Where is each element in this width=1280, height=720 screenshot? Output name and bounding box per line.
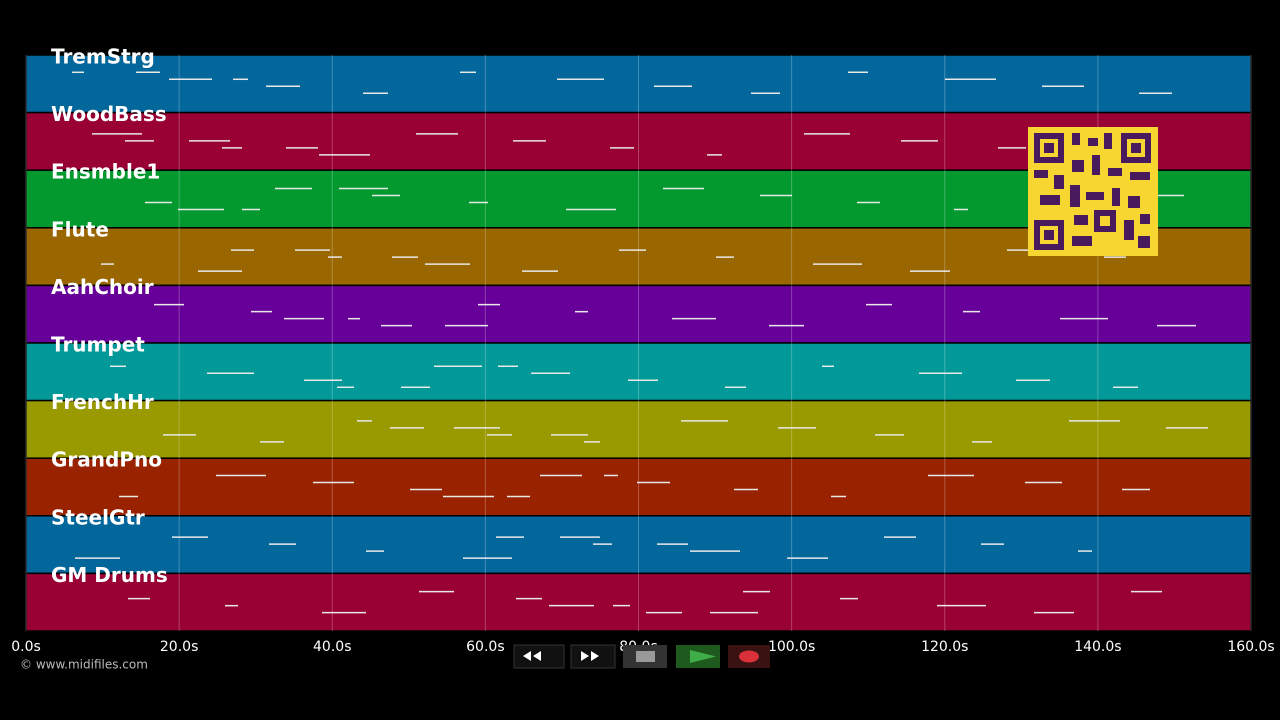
grid <box>25 55 1252 631</box>
tick-label: 140.0s <box>1074 639 1121 655</box>
copyright: © www.midifiles.com <box>20 658 148 672</box>
track-name: GM Drums <box>51 563 168 587</box>
track-name: Trumpet <box>51 333 145 357</box>
track-name: SteelGtr <box>51 505 145 529</box>
track-lane <box>25 572 1252 632</box>
stop-icon <box>636 651 655 662</box>
notes <box>72 71 1208 614</box>
tick-label: 60.0s <box>466 639 504 655</box>
transport-controls <box>513 644 770 669</box>
time-axis: 0.0s20.0s40.0s60.0s80.0s100.0s120.0s140.… <box>11 639 1274 655</box>
track-name: TremStrg <box>51 45 155 69</box>
track-name: WoodBass <box>51 102 167 126</box>
record-icon <box>739 650 759 663</box>
track-name: GrandPno <box>51 448 162 472</box>
rewind-icon <box>523 651 541 661</box>
tick-label: 40.0s <box>313 639 351 655</box>
play-icon <box>690 650 716 663</box>
track-labels: TremStrg WoodBass Ensmble1 Flute AahChoir Tru… <box>51 45 168 587</box>
tick-label: 160.0s <box>1227 639 1274 655</box>
track-name: FrenchHr <box>51 390 154 414</box>
forward-icon <box>581 651 599 661</box>
track-name: Flute <box>51 217 109 241</box>
tick-label: 0.0s <box>11 639 41 655</box>
track-lane <box>25 54 1252 114</box>
track-lane <box>25 457 1252 517</box>
qr-code <box>1028 127 1158 256</box>
tick-label: 20.0s <box>160 639 198 655</box>
tick-label: 120.0s <box>921 639 968 655</box>
track-lane <box>25 515 1252 575</box>
track-name: Ensmble1 <box>51 160 160 184</box>
track-lane <box>25 399 1252 459</box>
tick-label: 100.0s <box>768 639 815 655</box>
track-name: AahChoir <box>51 275 154 299</box>
